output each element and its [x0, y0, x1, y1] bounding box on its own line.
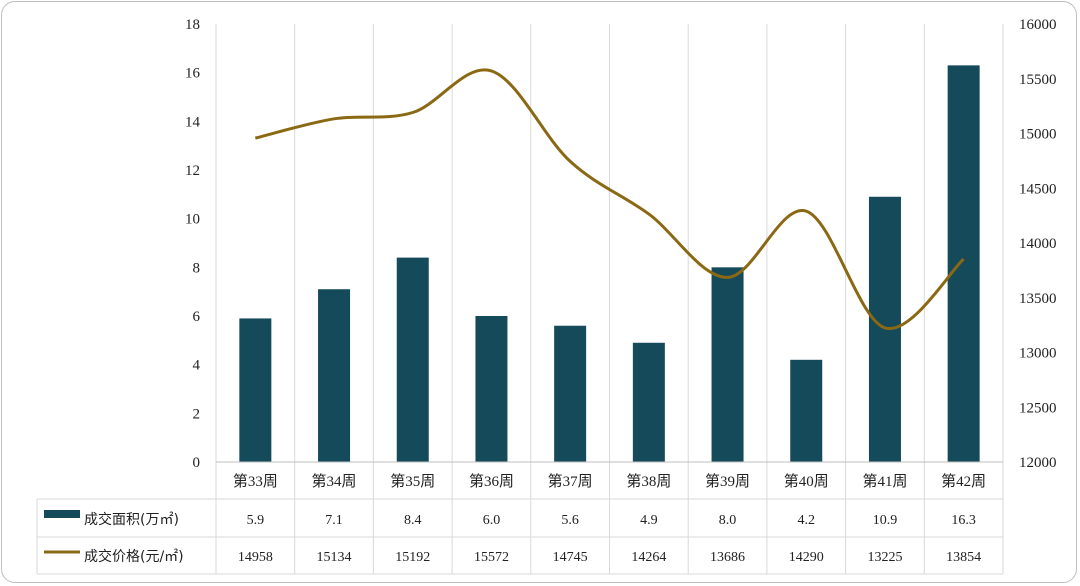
right-tick-label: 16000 [1019, 17, 1057, 33]
price-line [254, 68, 965, 330]
category-label: 第42周 [941, 472, 986, 490]
legend-key-bar [44, 510, 80, 518]
left-tick-label: 0 [193, 455, 201, 471]
area-value: 7.1 [325, 513, 343, 528]
bar-1 [239, 318, 272, 462]
bar-2 [318, 289, 351, 462]
category-label: 第38周 [626, 472, 671, 490]
area-value: 16.3 [951, 513, 976, 528]
left-axis-tick-labels: 0 2 4 6 8 10 12 14 16 18 [185, 17, 201, 471]
price-value: 14958 [238, 550, 273, 565]
legend-label-price: 成交价格(元/㎡) [84, 548, 184, 565]
price-value: 15572 [474, 550, 509, 565]
right-tick-label: 15000 [1019, 127, 1057, 143]
price-value: 13854 [946, 550, 981, 565]
category-label: 第34周 [312, 472, 357, 490]
price-value: 13225 [867, 550, 902, 565]
data-table: 成交面积(万㎡) 成交价格(元/㎡) 5.9 7.1 8.4 6.0 5.6 4.9 8.0 4.… [44, 510, 981, 565]
area-value: 6.0 [483, 513, 501, 528]
left-tick-label: 18 [185, 17, 200, 33]
bar-7 [711, 267, 744, 462]
bar-3 [396, 257, 429, 462]
left-tick-label: 2 [193, 406, 201, 422]
bar-series [239, 65, 980, 462]
right-tick-label: 14000 [1019, 236, 1057, 252]
right-tick-label: 13500 [1019, 291, 1057, 307]
category-label: 第40周 [784, 472, 829, 490]
vertical-gridlines [36, 24, 1004, 575]
left-tick-label: 10 [185, 212, 200, 228]
left-tick-label: 12 [185, 163, 200, 179]
category-label: 第33周 [233, 472, 278, 490]
right-tick-label: 14500 [1019, 181, 1057, 197]
left-tick-label: 8 [193, 260, 201, 276]
bar-6 [632, 342, 665, 462]
category-label: 第41周 [862, 472, 907, 490]
category-label: 第37周 [548, 472, 593, 490]
left-tick-label: 16 [185, 66, 201, 82]
line-series [254, 68, 965, 330]
right-tick-label: 15500 [1019, 72, 1057, 88]
category-label: 第39周 [705, 472, 750, 490]
area-value: 4.2 [798, 513, 816, 528]
right-tick-label: 13000 [1019, 346, 1057, 362]
category-labels: 第33周 第34周 第35周 第36周 第37周 第38周 第39周 第40周 第41周 第42周 [233, 472, 986, 490]
right-tick-label: 12500 [1019, 400, 1057, 416]
price-value: 14290 [789, 550, 824, 565]
category-label: 第36周 [469, 472, 514, 490]
left-tick-label: 14 [185, 114, 201, 130]
bar-4 [475, 316, 508, 462]
area-value: 8.0 [719, 513, 737, 528]
price-value: 14264 [631, 550, 666, 565]
price-value: 15134 [317, 550, 352, 565]
bar-5 [554, 325, 587, 462]
bar-10 [947, 65, 980, 462]
price-value: 14745 [553, 550, 588, 565]
area-value: 5.9 [247, 513, 265, 528]
area-value: 4.9 [640, 513, 658, 528]
left-tick-label: 4 [193, 358, 201, 374]
right-tick-label: 12000 [1019, 455, 1057, 471]
area-value: 10.9 [873, 513, 898, 528]
bar-8 [790, 359, 823, 462]
area-value: 8.4 [404, 513, 422, 528]
category-label: 第35周 [390, 472, 435, 490]
legend-label-area: 成交面积(万㎡) [84, 511, 179, 528]
right-axis-tick-labels: 12000 12500 13000 13500 14000 14500 15000 15500… [1019, 17, 1057, 471]
area-value: 5.6 [561, 513, 579, 528]
price-value: 13686 [710, 550, 745, 565]
price-value: 15192 [395, 550, 430, 565]
left-tick-label: 6 [193, 309, 201, 325]
